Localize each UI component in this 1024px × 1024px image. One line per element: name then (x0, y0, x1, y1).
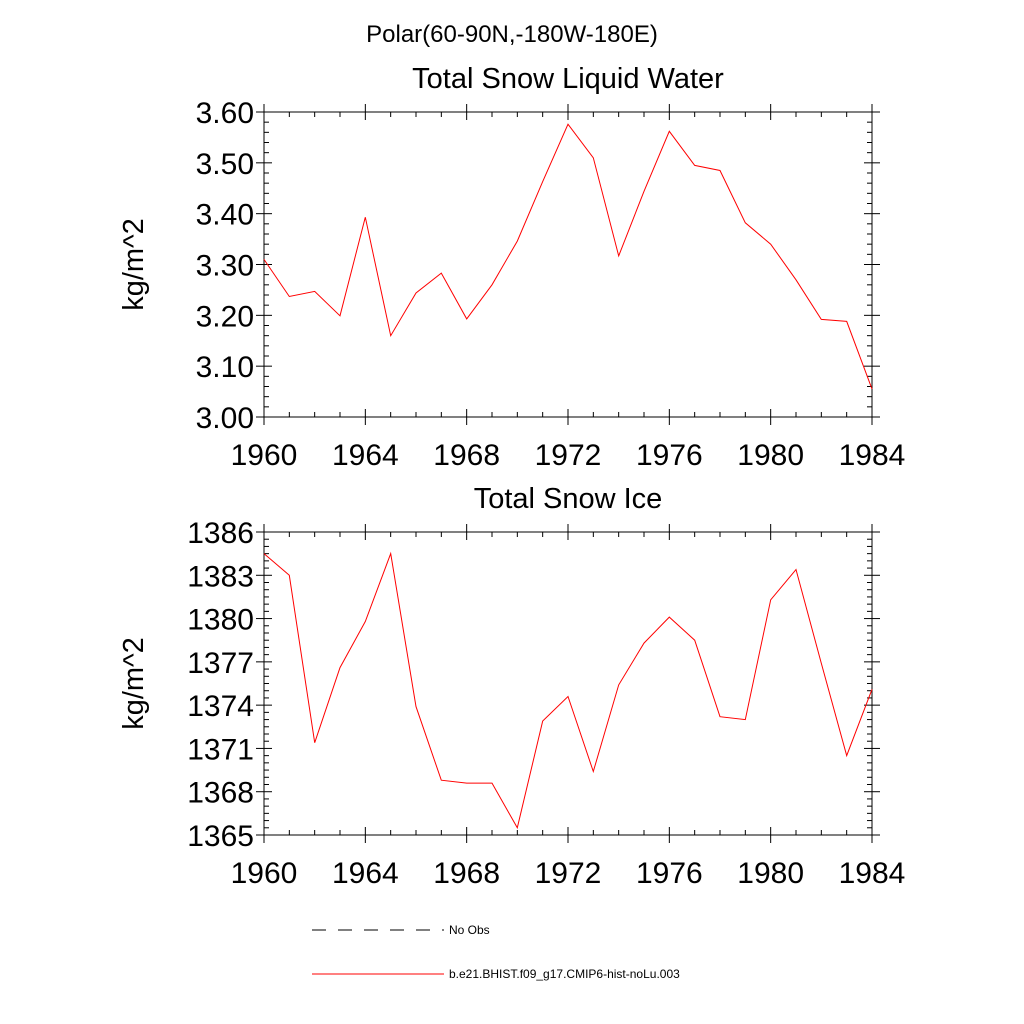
y-tick-label: 3.20 (196, 300, 254, 333)
y-tick-label: 1377 (187, 647, 254, 680)
chart-title: Total Snow Liquid Water (412, 63, 724, 95)
x-tick-label: 1980 (737, 439, 804, 472)
y-tick-label: 1380 (187, 604, 254, 637)
x-tick-label: 1964 (332, 857, 399, 890)
y-tick-label: 1371 (187, 733, 254, 766)
x-tick-label: 1960 (231, 439, 298, 472)
plot-frame (263, 531, 873, 836)
x-tick-label: 1968 (433, 439, 500, 472)
x-tick-label: 1976 (636, 439, 703, 472)
series-line (263, 551, 873, 830)
plot-frame (263, 111, 873, 418)
x-tick-label: 1972 (535, 439, 602, 472)
legend: No Obs b.e21.BHIST.f09_g17.CMIP6-hist-no… (312, 923, 680, 981)
y-tick-label: 3.50 (196, 148, 254, 181)
y-axis-label: kg/m^2 (118, 218, 150, 311)
y-tick-label: 3.40 (196, 199, 254, 232)
legend-label-no-obs: No Obs (449, 923, 490, 937)
y-tick-label: 1368 (187, 777, 254, 810)
y-tick-label: 3.00 (196, 402, 254, 435)
y-tick-label: 3.60 (196, 97, 254, 130)
y-tick-label: 3.10 (196, 351, 254, 384)
figure-suptitle: Polar(60-90N,-180W-180E) (366, 21, 658, 48)
x-tick-label: 1968 (433, 857, 500, 890)
y-tick-label: 1365 (187, 820, 254, 853)
x-tick-label: 1984 (839, 857, 906, 890)
x-tick-label: 1960 (231, 857, 298, 890)
x-tick-label: 1964 (332, 439, 399, 472)
x-tick-label: 1980 (737, 857, 804, 890)
chart-title: Total Snow Ice (474, 483, 663, 515)
y-tick-label: 1374 (187, 690, 254, 723)
x-tick-label: 1972 (535, 857, 602, 890)
panel-snow-liquid-water: Total Snow Liquid Water kg/m^2 3.00 3.10 3.2… (118, 63, 905, 472)
panel-snow-ice: Total Snow Ice kg/m^2 1365 1368 1371 1374 1377… (118, 483, 905, 890)
x-tick-label: 1976 (636, 857, 703, 890)
y-axis-label: kg/m^2 (118, 637, 150, 730)
y-tick-label: 3.30 (196, 250, 254, 283)
legend-label-model: b.e21.BHIST.f09_g17.CMIP6-hist-noLu.003 (449, 967, 680, 981)
series-line (263, 123, 873, 390)
y-tick-label: 1386 (187, 517, 254, 550)
x-tick-label: 1984 (839, 439, 906, 472)
y-tick-label: 1383 (187, 560, 254, 593)
